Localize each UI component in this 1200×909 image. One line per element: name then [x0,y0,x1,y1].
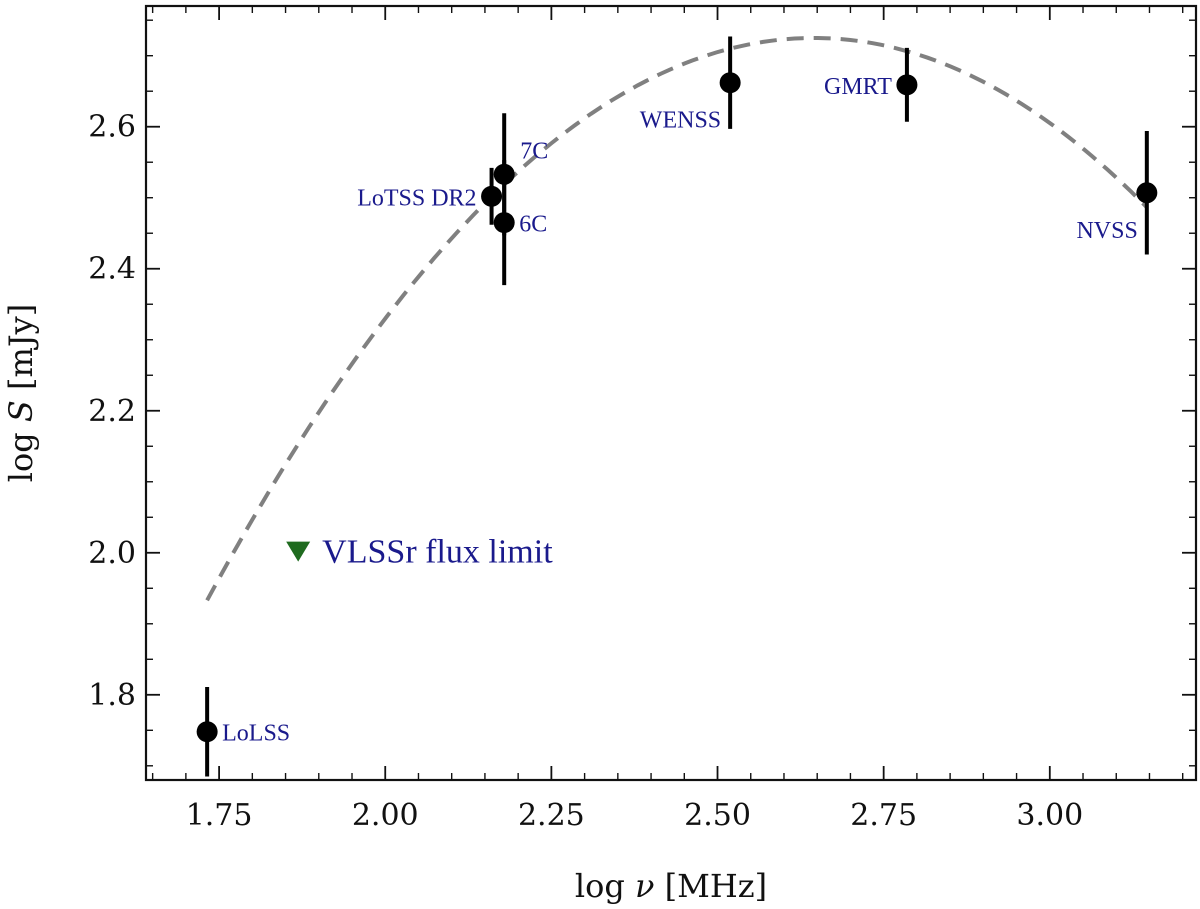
ticks-layer: 1.75 2.00 2.25 2.50 2.75 3.00 1.8 2.0 2.2 2.4 2.6 [88,6,1196,833]
point-label-wenss: WENSS [640,108,721,134]
y-tick-label: 2.6 [88,110,136,145]
x-tick-label: 2.25 [518,798,585,833]
point-label-nvss: NVSS [1076,218,1137,244]
points-layer: LoLSS LoTSS DR2 7C 6C WENSS GMRT NVSS [196,36,1158,777]
vlssr-annotation: VLSSr flux limit [322,534,553,571]
data-point-gmrt [896,74,918,96]
y-axis-title: log S [mJy] [2,304,40,482]
x-tick-label: 2.00 [352,798,419,833]
x-tick-label: 3.00 [1016,798,1083,833]
data-point-wenss [719,72,741,94]
point-label-7c: 7C [520,138,548,164]
data-point-nvss [1136,182,1158,204]
fit-layer [205,36,1149,602]
point-label-lotss-dr2: LoTSS DR2 [357,185,476,211]
data-point-lotss-dr2 [481,185,503,207]
point-label-lolss: LoLSS [222,721,290,747]
fit-curve [205,36,1149,602]
x-tick-label: 2.50 [684,798,751,833]
y-tick-label: 1.8 [88,678,136,713]
point-label-gmrt: GMRT [824,74,892,100]
y-tick-label: 2.4 [88,252,136,287]
y-tick-label: 2.2 [88,394,136,429]
data-point-lolss [196,721,218,743]
x-tick-label: 1.75 [186,798,253,833]
plot-frame [144,4,1198,782]
vlssr-upper-limit-marker [286,541,311,562]
data-point-6c [493,212,515,234]
y-tick-label: 2.0 [88,536,136,571]
point-label-6c: 6C [519,212,547,238]
x-tick-label: 2.75 [850,798,917,833]
x-axis-title: log ν [MHz] [575,867,767,905]
